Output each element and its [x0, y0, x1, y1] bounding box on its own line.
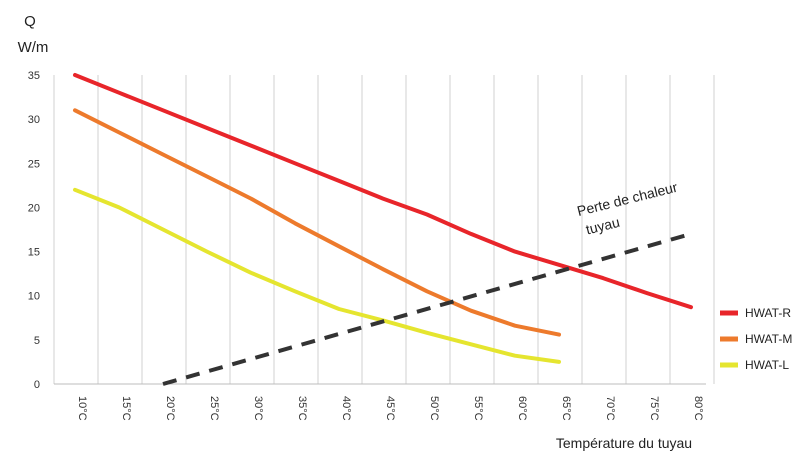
y-tick-label: 0 [34, 379, 40, 391]
x-tick-label: 60°C [516, 396, 528, 421]
annotation-line1: Perte de chaleur [575, 179, 679, 219]
x-tick-label: 15°C [120, 396, 132, 421]
legend-label: HWAT-L [745, 358, 789, 372]
y-tick-label: 5 [34, 335, 40, 347]
x-tick-label: 35°C [296, 396, 308, 421]
x-tick-label: 40°C [340, 396, 352, 421]
x-tick-label: 20°C [164, 396, 176, 421]
y-tick-label: 10 [28, 291, 40, 303]
y-tick-label: 30 [28, 114, 40, 126]
x-tick-label: 10°C [76, 396, 88, 421]
series-line-hwat-l [73, 187, 561, 364]
heat-loss-annotation: Perte de chaleur tuyau [575, 179, 679, 238]
x-tick-label: 65°C [560, 396, 572, 421]
x-tick-labels: 10°C 15°C 20°C 25°C 30°C 35°C 40°C 45°C 50°C 55°C… [76, 396, 704, 421]
x-tick-label: 75°C [648, 396, 660, 421]
y-tick-label: 35 [28, 70, 40, 82]
series-line-hwat-r [73, 73, 693, 310]
x-tick-label: 50°C [428, 396, 440, 421]
y-tick-label: 15 [28, 247, 40, 259]
annotation-line2: tuyau [584, 214, 621, 238]
y-tick-label: 25 [28, 158, 40, 170]
series-line-hwat-m [73, 108, 561, 337]
y-tick-labels: 0 5 10 15 20 25 30 35 [28, 70, 40, 391]
y-axis-label-line2: W/m [18, 39, 49, 56]
x-tick-label: 70°C [604, 396, 616, 421]
x-tick-label: 55°C [472, 396, 484, 421]
chart-grid [53, 75, 715, 384]
legend-label: HWAT-R [745, 306, 791, 320]
legend: HWAT-R HWAT-M HWAT-L [720, 306, 792, 372]
x-tick-label: 80°C [692, 396, 704, 421]
y-tick-label: 20 [28, 202, 40, 214]
heat-loss-dashed-line [162, 231, 692, 386]
x-tick-label: 25°C [208, 396, 220, 421]
x-axis-label: Température du tuyau [556, 435, 692, 451]
x-tick-label: 45°C [384, 396, 396, 421]
series-lines [73, 73, 693, 386]
legend-label: HWAT-M [745, 332, 792, 346]
x-tick-label: 30°C [252, 396, 264, 421]
y-axis-label-line1: Q [24, 13, 36, 30]
